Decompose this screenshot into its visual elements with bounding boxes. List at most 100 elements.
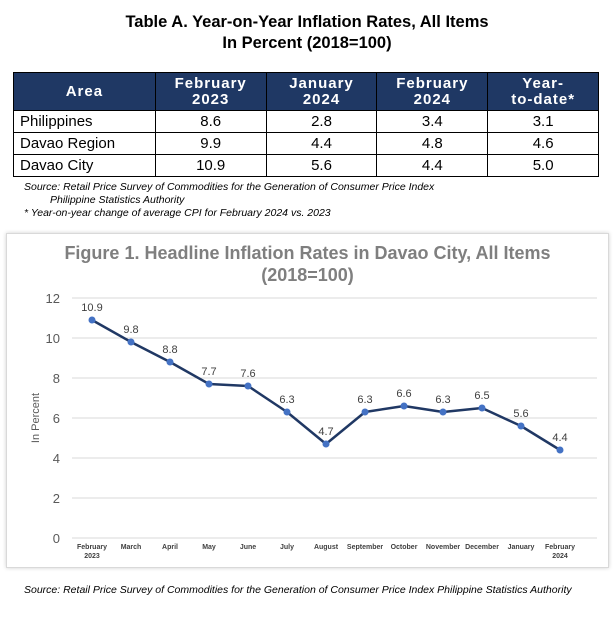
cell-value: 4.8 bbox=[376, 132, 489, 155]
table-title: Table A. Year-on-Year Inflation Rates, A… bbox=[0, 12, 614, 54]
x-tick-label-part: April bbox=[162, 544, 178, 551]
cell-area: Davao Region bbox=[13, 132, 156, 155]
x-tick-label-part: May bbox=[202, 544, 216, 551]
header-label-line2: to-date* bbox=[511, 90, 576, 108]
header-label-line1: February bbox=[174, 74, 247, 92]
header-label-line1: January bbox=[289, 74, 354, 92]
table-header-row: Area February 2023 January 2024 February 20… bbox=[13, 72, 599, 111]
y-tick-label: 2 bbox=[53, 491, 60, 506]
table-row-philippines: Philippines 8.6 2.8 3.4 3.1 bbox=[13, 110, 599, 133]
x-tick-label-part: February bbox=[77, 544, 107, 551]
header-year-to-date: Year-to-date* bbox=[487, 72, 599, 111]
y-tick-label: 4 bbox=[53, 451, 60, 466]
figure-panel: Figure 1. Headline Inflation Rates in Da… bbox=[6, 233, 609, 568]
table-title-line1: Table A. Year-on-Year Inflation Rates, A… bbox=[125, 13, 489, 31]
table-source-line1: Source: Retail Price Survey of Commoditi… bbox=[24, 181, 435, 193]
header-feb-2024: February 2024 bbox=[376, 72, 489, 111]
cell-area: Philippines bbox=[13, 110, 156, 133]
y-tick-label: 6 bbox=[53, 411, 60, 426]
x-tick-label-part: June bbox=[240, 544, 256, 551]
data-label: 7.7 bbox=[201, 366, 216, 378]
x-tick-label-part: 2024 bbox=[552, 553, 568, 560]
data-point bbox=[244, 382, 252, 390]
x-tick-label-part: July bbox=[280, 544, 294, 551]
x-tick-label: March bbox=[121, 544, 142, 551]
y-tick-label: 0 bbox=[53, 531, 60, 546]
header-label-line2: 2024 bbox=[413, 90, 452, 108]
figure-title-line1: Figure 1. Headline Inflation Rates in Da… bbox=[64, 243, 551, 263]
data-label: 6.5 bbox=[474, 390, 489, 402]
data-point bbox=[205, 380, 213, 388]
table-row-davao-region: Davao Region 9.9 4.4 4.8 4.6 bbox=[13, 132, 599, 155]
cell-value: 5.0 bbox=[487, 154, 599, 177]
data-point bbox=[127, 338, 135, 346]
cell-value: 8.6 bbox=[154, 110, 267, 133]
data-point bbox=[88, 316, 96, 324]
x-tick-label-part: December bbox=[465, 544, 499, 551]
data-label: 5.6 bbox=[513, 408, 528, 420]
table-source-line2: Philippine Statistics Authority bbox=[50, 194, 185, 206]
data-label: 6.3 bbox=[279, 394, 294, 406]
table-source: Source: Retail Price Survey of Commoditi… bbox=[24, 181, 434, 207]
x-tick-label-part: 2023 bbox=[84, 553, 100, 560]
x-tick-label: February 2023 bbox=[77, 544, 107, 560]
cell-value: 4.4 bbox=[265, 132, 378, 155]
cell-value: 4.6 bbox=[487, 132, 599, 155]
data-point bbox=[478, 404, 486, 412]
data-point bbox=[166, 358, 174, 366]
data-point bbox=[400, 402, 408, 410]
x-tick-label-part: January bbox=[508, 544, 535, 551]
y-tick-label: 12 bbox=[46, 291, 60, 306]
header-feb-2023: February 2023 bbox=[154, 72, 267, 111]
x-tick-label: February 2024 bbox=[545, 544, 575, 560]
x-tick-label-part: November bbox=[426, 544, 461, 551]
table-row-davao-city: Davao City 10.9 5.6 4.4 5.0 bbox=[13, 154, 599, 177]
cell-value: 4.4 bbox=[376, 154, 489, 177]
x-tick-label: June bbox=[240, 544, 256, 551]
data-label: 10.9 bbox=[81, 302, 102, 314]
data-point bbox=[361, 408, 369, 416]
cell-value: 2.8 bbox=[265, 110, 378, 133]
header-label-line1: Year- bbox=[522, 74, 564, 92]
x-tick-label-part: August bbox=[314, 544, 339, 551]
inflation-table: Area February 2023 January 2024 February 20… bbox=[13, 72, 599, 177]
data-point bbox=[322, 440, 330, 448]
line-chart: 0 2 4 6 8 10 12 In Percent February 2023 March Apri… bbox=[30, 291, 597, 560]
x-tick-label: December bbox=[465, 544, 499, 551]
x-tick-label: January bbox=[508, 544, 535, 551]
x-tick-label: October bbox=[391, 544, 418, 551]
figure-title: Figure 1. Headline Inflation Rates in Da… bbox=[7, 242, 608, 286]
data-label: 9.8 bbox=[123, 324, 138, 336]
y-tick-label: 10 bbox=[46, 331, 60, 346]
cell-value: 10.9 bbox=[154, 154, 267, 177]
data-label: 4.4 bbox=[552, 432, 567, 444]
x-tick-label-part: October bbox=[391, 544, 418, 551]
data-label: 6.3 bbox=[357, 394, 372, 406]
x-tick-label: November bbox=[426, 544, 461, 551]
cell-area: Davao City bbox=[13, 154, 156, 177]
data-label: 6.6 bbox=[396, 388, 411, 400]
cell-value: 5.6 bbox=[265, 154, 378, 177]
data-point bbox=[517, 422, 525, 430]
cell-value: 9.9 bbox=[154, 132, 267, 155]
data-label: 7.6 bbox=[240, 368, 255, 380]
header-jan-2024: January 2024 bbox=[265, 72, 378, 111]
figure-source: Source: Retail Price Survey of Commoditi… bbox=[24, 584, 572, 596]
data-label: 6.3 bbox=[435, 394, 450, 406]
header-area-label: Area bbox=[65, 82, 104, 100]
cell-value: 3.4 bbox=[376, 110, 489, 133]
data-label: 8.8 bbox=[162, 344, 177, 356]
data-label: 4.7 bbox=[318, 426, 333, 438]
x-tick-label-part: March bbox=[121, 544, 142, 551]
table-footnote: * Year-on-year change of average CPI for… bbox=[24, 207, 331, 219]
header-label-line2: 2024 bbox=[302, 90, 341, 108]
header-label-line1: February bbox=[396, 74, 469, 92]
table-title-line2: In Percent (2018=100) bbox=[222, 34, 392, 52]
data-point bbox=[439, 408, 447, 416]
x-tick-label-part: September bbox=[347, 544, 383, 551]
data-point bbox=[556, 446, 564, 454]
header-label-line2: 2023 bbox=[191, 90, 230, 108]
x-tick-label: August bbox=[314, 544, 339, 551]
x-tick-label: May bbox=[202, 544, 216, 551]
header-area: Area bbox=[13, 72, 156, 111]
